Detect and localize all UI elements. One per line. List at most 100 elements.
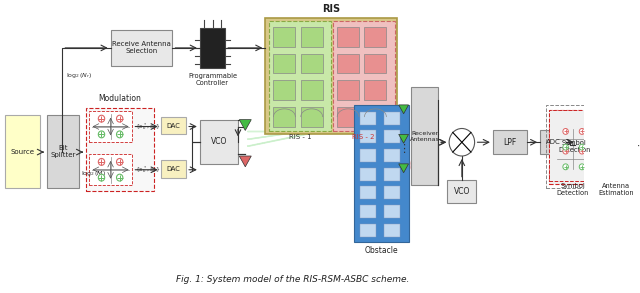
Circle shape [609, 151, 613, 156]
FancyBboxPatch shape [493, 130, 527, 154]
Circle shape [620, 162, 624, 167]
Polygon shape [247, 132, 321, 146]
FancyBboxPatch shape [89, 154, 132, 185]
Circle shape [563, 129, 568, 134]
Circle shape [99, 159, 105, 165]
Text: $\{s_k^*, s_k\}$: $\{s_k^*, s_k\}$ [135, 121, 161, 132]
FancyBboxPatch shape [47, 115, 79, 188]
FancyBboxPatch shape [383, 168, 400, 180]
Circle shape [116, 174, 123, 181]
FancyBboxPatch shape [360, 149, 376, 162]
Text: Obstacle: Obstacle [365, 246, 399, 255]
FancyBboxPatch shape [549, 110, 599, 183]
Text: RIS: RIS [322, 4, 340, 13]
Text: Modulation: Modulation [99, 94, 141, 103]
Polygon shape [346, 125, 400, 132]
Text: Symbol
Detection: Symbol Detection [557, 183, 589, 195]
Polygon shape [239, 120, 252, 130]
Polygon shape [392, 132, 413, 169]
FancyBboxPatch shape [273, 107, 295, 127]
Text: Antenna
Estimation: Antenna Estimation [598, 183, 634, 195]
Text: DAC: DAC [166, 122, 180, 129]
Text: RIS - 2: RIS - 2 [353, 134, 375, 140]
Circle shape [609, 162, 613, 167]
Circle shape [563, 164, 568, 170]
FancyBboxPatch shape [360, 205, 376, 218]
FancyBboxPatch shape [365, 27, 387, 47]
FancyBboxPatch shape [161, 160, 186, 178]
Text: Fig. 1: System model of the RIS-RSM-ASBC scheme.: Fig. 1: System model of the RIS-RSM-ASBC… [176, 275, 410, 284]
FancyBboxPatch shape [89, 111, 132, 142]
FancyBboxPatch shape [5, 115, 40, 188]
FancyBboxPatch shape [266, 18, 397, 134]
Text: Symbol
Detection: Symbol Detection [558, 140, 591, 153]
FancyBboxPatch shape [301, 54, 323, 74]
Text: $\log_2(M)$: $\log_2(M)$ [81, 169, 107, 178]
Polygon shape [365, 132, 404, 139]
FancyBboxPatch shape [273, 54, 295, 74]
Circle shape [579, 164, 585, 170]
Text: Receiver
Antennas: Receiver Antennas [410, 131, 440, 142]
Text: $\cdots$: $\cdots$ [636, 140, 640, 150]
FancyBboxPatch shape [540, 130, 566, 154]
Text: Bit
Splitter: Bit Splitter [50, 145, 76, 158]
FancyBboxPatch shape [411, 87, 438, 185]
FancyBboxPatch shape [273, 80, 295, 100]
Polygon shape [399, 164, 408, 173]
Circle shape [620, 151, 624, 156]
FancyBboxPatch shape [337, 54, 359, 74]
FancyBboxPatch shape [355, 105, 409, 243]
FancyBboxPatch shape [360, 130, 376, 143]
Circle shape [99, 131, 105, 138]
FancyBboxPatch shape [383, 186, 400, 199]
Circle shape [579, 144, 585, 150]
Circle shape [579, 148, 585, 154]
FancyBboxPatch shape [111, 30, 172, 66]
FancyBboxPatch shape [365, 107, 387, 127]
Text: LPF: LPF [504, 138, 516, 147]
Circle shape [579, 129, 585, 134]
Circle shape [620, 143, 624, 148]
Text: VCO: VCO [211, 137, 227, 146]
FancyBboxPatch shape [360, 112, 376, 125]
Polygon shape [399, 134, 408, 143]
FancyBboxPatch shape [360, 168, 376, 180]
Circle shape [116, 159, 123, 165]
Text: VCO: VCO [454, 187, 470, 196]
Polygon shape [247, 132, 303, 139]
Circle shape [99, 174, 105, 181]
FancyBboxPatch shape [301, 80, 323, 100]
FancyBboxPatch shape [86, 108, 154, 191]
FancyBboxPatch shape [447, 180, 476, 203]
FancyBboxPatch shape [337, 80, 359, 100]
FancyBboxPatch shape [301, 27, 323, 47]
Circle shape [116, 131, 123, 138]
Circle shape [116, 115, 123, 122]
FancyBboxPatch shape [383, 205, 400, 218]
Circle shape [620, 131, 624, 136]
FancyBboxPatch shape [333, 21, 394, 132]
FancyBboxPatch shape [161, 117, 186, 134]
Circle shape [609, 131, 613, 136]
Text: Source: Source [10, 149, 35, 155]
Circle shape [609, 143, 613, 148]
FancyBboxPatch shape [365, 80, 387, 100]
Circle shape [449, 129, 475, 156]
FancyBboxPatch shape [360, 224, 376, 236]
Polygon shape [239, 156, 252, 167]
Text: DAC: DAC [166, 166, 180, 172]
FancyBboxPatch shape [337, 107, 359, 127]
FancyBboxPatch shape [383, 149, 400, 162]
Text: $\log_2(N_r)$: $\log_2(N_r)$ [66, 71, 92, 80]
Polygon shape [383, 132, 409, 154]
Polygon shape [399, 105, 408, 114]
Text: ⋮: ⋮ [398, 144, 409, 154]
Text: RIS - 1: RIS - 1 [289, 134, 311, 140]
FancyBboxPatch shape [301, 107, 323, 127]
FancyBboxPatch shape [365, 54, 387, 74]
Circle shape [563, 144, 568, 150]
FancyBboxPatch shape [273, 27, 295, 47]
FancyBboxPatch shape [337, 27, 359, 47]
FancyBboxPatch shape [360, 186, 376, 199]
FancyBboxPatch shape [200, 28, 225, 68]
